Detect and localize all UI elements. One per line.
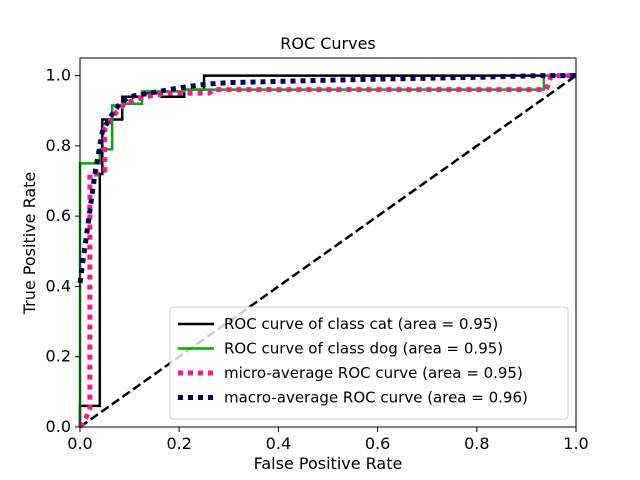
y-tick-label: 0.4 [46,276,71,295]
legend: ROC curve of class cat (area = 0.95) ROC … [169,306,569,420]
series-line-2 [77,73,576,429]
x-tick-label: 0.8 [464,434,489,453]
legend-label: ROC curve of class cat (area = 0.95) [224,315,498,333]
legend-label: macro-average ROC curve (area = 0.96) [224,389,528,407]
legend-label: ROC curve of class dog (area = 0.95) [224,340,503,358]
y-axis-label: True Positive Rate [20,172,39,316]
legend-box [169,306,569,420]
x-tick-label: 0.2 [166,434,191,453]
plot-area [77,73,577,429]
y-tick-label: 1.0 [46,66,71,85]
y-tick-label: 0.0 [46,417,71,436]
plot-frame [79,57,577,428]
axes: 0.0 0.2 0.4 0.6 0.8 1.0 0.0 0.2 0.4 0.6 0.8 1.0 [46,57,589,453]
x-tick-label: 0.6 [365,434,390,453]
x-tick-label: 0.4 [266,434,291,453]
x-tick-label: 1.0 [563,434,588,453]
chart-title: ROC Curves [280,34,376,53]
x-tick-label: 0.0 [67,434,92,453]
series-line-3 [77,73,576,284]
y-tick-label: 0.2 [46,347,71,366]
chance-diagonal-line [79,74,577,429]
legend-label: micro-average ROC curve (area = 0.95) [224,364,523,382]
y-tick-label: 0.6 [46,206,71,225]
x-axis-label: False Positive Rate [254,454,403,473]
y-tick-label: 0.8 [46,136,71,155]
